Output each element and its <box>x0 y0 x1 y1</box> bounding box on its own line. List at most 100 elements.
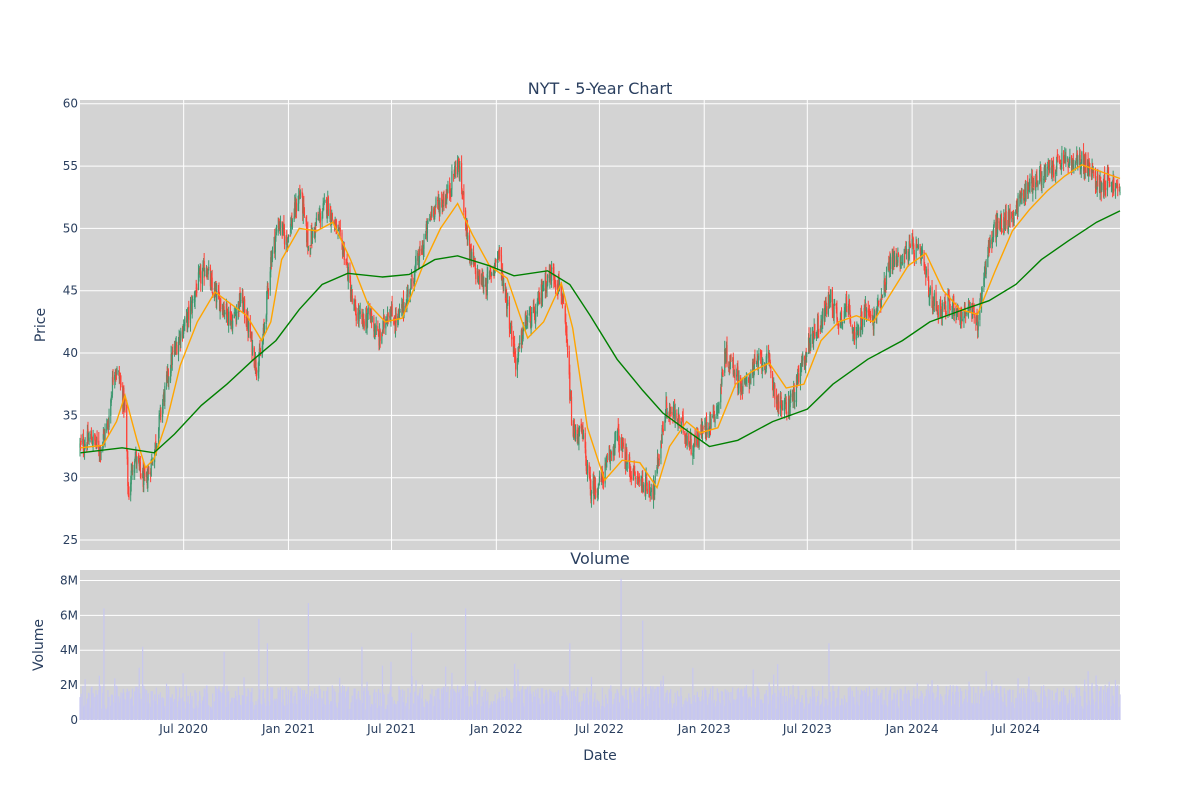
candle-body <box>282 224 284 236</box>
candle-body <box>664 414 667 423</box>
volume-bar-series <box>79 578 1121 720</box>
candle-body <box>466 220 468 240</box>
volume-bar <box>957 692 959 720</box>
candle-body <box>642 484 644 493</box>
candle-body <box>419 249 421 252</box>
candle-body <box>825 301 827 305</box>
volume-bar <box>361 646 363 720</box>
volume-bar <box>838 686 840 720</box>
candle-body <box>912 236 914 238</box>
volume-bar <box>630 695 632 720</box>
volume-bar <box>771 694 774 720</box>
candle-body <box>1072 158 1074 169</box>
candle-body <box>633 467 635 470</box>
candle-body <box>1001 230 1003 233</box>
candle-body <box>244 299 246 318</box>
candle-body <box>604 463 606 484</box>
volume-bar <box>172 701 174 720</box>
candle-body <box>965 312 967 315</box>
volume-bar <box>716 688 718 720</box>
candle-body <box>793 388 795 402</box>
candle-body <box>457 156 459 159</box>
candle-body <box>271 248 274 259</box>
volume-bar <box>987 690 989 720</box>
candle-body <box>573 427 575 433</box>
candle-body <box>662 426 664 432</box>
candle-body <box>178 336 180 346</box>
volume-bar <box>558 705 561 720</box>
volume-bar <box>523 706 525 720</box>
candle-body <box>1061 152 1063 165</box>
candle-body <box>1097 174 1099 181</box>
candle-body <box>802 355 804 361</box>
candle-body <box>165 374 168 386</box>
candle-body <box>730 355 732 360</box>
candle-body <box>251 345 254 353</box>
volume-bar <box>315 693 317 720</box>
candle-body <box>451 171 453 190</box>
candle-body <box>286 235 288 240</box>
candle-body <box>535 311 537 322</box>
date-x-tick-label: Jul 2024 <box>990 722 1040 736</box>
candle-body <box>299 193 302 196</box>
candle-body <box>578 426 581 430</box>
volume-bar <box>666 690 668 720</box>
candle-body <box>255 360 257 372</box>
candle-body <box>139 462 141 473</box>
volume-bar <box>913 698 915 720</box>
volume-bar <box>1025 704 1027 720</box>
candle-body <box>1104 186 1106 188</box>
candle-body <box>868 310 870 313</box>
candle-body <box>1040 166 1042 177</box>
candle-body <box>713 406 715 419</box>
candle-body <box>1049 168 1051 171</box>
volume-bar <box>511 702 513 720</box>
volume-bar <box>762 703 764 720</box>
candle-body <box>976 317 978 319</box>
candle-body <box>921 249 923 254</box>
candle-body <box>1107 167 1109 174</box>
volume-bar <box>734 699 736 720</box>
volume-bar <box>977 686 979 720</box>
candle-body <box>435 198 437 205</box>
volume-bar <box>1056 688 1058 720</box>
candle-body <box>900 262 902 266</box>
candle-body <box>1106 170 1109 191</box>
candle-body <box>637 476 639 478</box>
candle-body <box>765 368 767 372</box>
volume-bar <box>638 687 640 720</box>
candle-body <box>750 373 752 380</box>
volume-bar <box>786 700 788 720</box>
volume-bar <box>1036 695 1038 720</box>
candle-body <box>301 191 303 194</box>
volume-bar <box>212 693 214 720</box>
volume-bar <box>175 688 177 720</box>
candle-body <box>434 207 436 208</box>
candle-body <box>333 220 335 225</box>
candle-body <box>447 184 449 193</box>
volume-bar <box>714 706 716 720</box>
volume-bar <box>756 686 758 720</box>
volume-bar <box>275 698 278 720</box>
candle-body <box>617 426 619 431</box>
candle-body <box>725 353 727 363</box>
candle-body <box>913 245 915 254</box>
volume-bar <box>802 703 804 720</box>
candle-body <box>979 306 981 320</box>
volume-bar <box>152 699 154 720</box>
candle-body <box>618 443 620 451</box>
candle-body <box>507 299 509 305</box>
candle-body <box>126 449 128 460</box>
candle-body <box>967 312 969 315</box>
price-y-tick-label: 55 <box>63 159 78 173</box>
candle-body <box>748 382 750 385</box>
candle-body <box>434 205 436 218</box>
volume-bar <box>501 689 503 720</box>
candle-body <box>515 356 517 370</box>
candle-body <box>760 354 762 359</box>
candle-body <box>971 305 974 319</box>
volume-bar <box>873 689 876 720</box>
candle-body <box>303 203 305 207</box>
candle-body <box>210 278 212 289</box>
